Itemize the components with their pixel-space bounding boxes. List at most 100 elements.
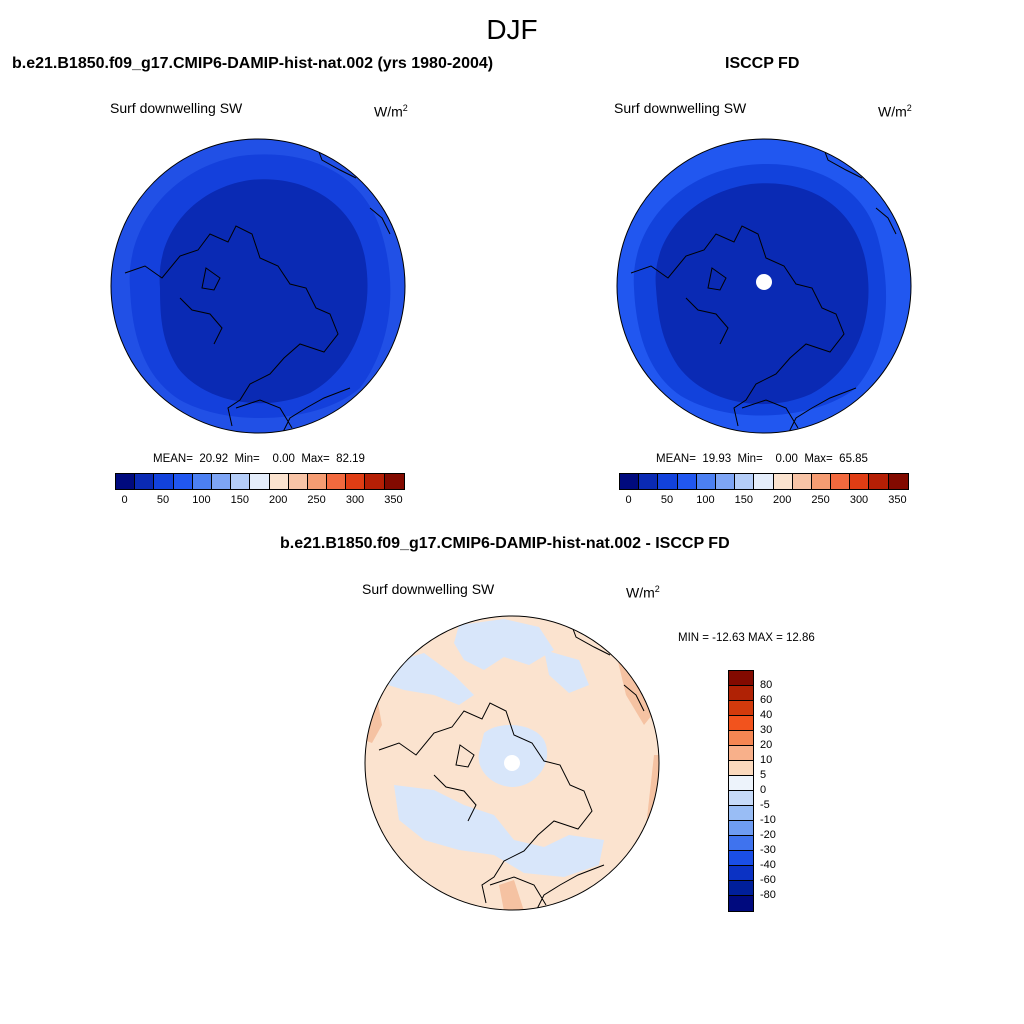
model-colorbar-tick-label: 200 — [269, 494, 288, 506]
diff-colorbar-cell — [729, 821, 753, 836]
model-colorbar-ticks: 0 50 100 150 200 250 300 350 — [115, 494, 403, 508]
model-colorbar-tick-label: 50 — [156, 494, 170, 506]
obs-colorbar-tick-label: 300 — [849, 494, 869, 506]
obs-panel-title: ISCCP FD — [725, 55, 800, 72]
diff-colorbar-cell — [729, 866, 753, 881]
diff-colorbar-tick-label: 10 — [760, 754, 773, 766]
diff-colorbar-tick-label: -80 — [760, 889, 776, 901]
diff-pos-region-4 — [499, 880, 524, 910]
obs-colorbar-tick-label: 150 — [734, 494, 753, 506]
model-colorbar-cell — [135, 474, 155, 489]
diff-coastlines — [378, 620, 645, 910]
model-colorbar-tick-label: 300 — [345, 494, 365, 506]
obs-colorbar-cell — [811, 474, 832, 489]
obs-units-label: W/m2 — [878, 103, 912, 120]
obs-field-core — [655, 183, 869, 405]
diff-colorbar-cell — [729, 746, 753, 761]
obs-colorbar-cell — [773, 474, 793, 489]
obs-colorbar-cell — [792, 474, 812, 489]
obs-coastlines — [630, 143, 897, 433]
diff-polar-map — [364, 615, 660, 911]
model-colorbar-cell — [116, 474, 136, 489]
obs-missing-pole — [756, 274, 772, 290]
obs-colorbar-cell — [658, 474, 678, 489]
model-colorbar-cell — [250, 474, 270, 489]
diff-colorbar-tick-label: 30 — [760, 724, 773, 736]
model-variable-label: Surf downwelling SW — [110, 100, 243, 116]
obs-colorbar-cell — [620, 474, 640, 489]
diff-colorbar-tick-label: 40 — [760, 709, 773, 721]
diff-units-label: W/m2 — [626, 584, 660, 601]
model-colorbar-tick-label: 350 — [384, 494, 403, 506]
diff-variable-label: Surf downwelling SW — [362, 581, 495, 597]
diff-colorbar-tick-label: 80 — [760, 679, 773, 691]
model-panel-title: b.e21.B1850.f09_g17.CMIP6-DAMIP-hist-nat… — [12, 55, 494, 72]
obs-polar-map — [616, 138, 912, 434]
diff-colorbar-tick-label: -10 — [760, 814, 776, 826]
obs-colorbar-cell — [715, 474, 736, 489]
obs-colorbar-tick-label: 250 — [811, 494, 830, 506]
model-colorbar-cell — [384, 474, 404, 489]
obs-stats: MEAN= 19.93 Min= 0.00 Max= 65.85 — [656, 453, 868, 465]
obs-colorbar-cell — [677, 474, 697, 489]
obs-colorbar-cell — [754, 474, 774, 489]
obs-colorbar-cell — [735, 474, 755, 489]
diff-neg-region-2 — [382, 653, 474, 705]
diff-colorbar-tick-label: 60 — [760, 694, 773, 706]
obs-colorbar-cell — [850, 474, 870, 489]
diff-colorbar-cell — [729, 836, 753, 851]
obs-colorbar-tick-label: 50 — [660, 494, 674, 506]
diff-colorbar-cell — [729, 671, 753, 686]
diff-missing-pole — [504, 755, 520, 771]
model-units-label: W/m2 — [374, 103, 408, 120]
obs-colorbar-ticks: 0 50 100 150 200 250 300 350 — [619, 494, 907, 508]
figure-title: DJF — [486, 14, 538, 45]
diff-minmax: MIN = -12.63 MAX = 12.86 — [678, 632, 815, 644]
model-colorbar-cell — [192, 474, 212, 489]
model-colorbar-cell — [231, 474, 251, 489]
obs-colorbar-cell — [639, 474, 659, 489]
model-colorbar-cell — [173, 474, 193, 489]
diff-neg-region-1 — [454, 619, 554, 670]
model-colorbar-cell — [346, 474, 366, 489]
model-colorbar-cell — [211, 474, 232, 489]
obs-colorbar-cell — [831, 474, 851, 489]
obs-colorbar-cell — [869, 474, 889, 489]
model-colorbar — [115, 473, 405, 490]
obs-colorbar-tick-label: 100 — [696, 494, 715, 506]
obs-colorbar-tick-label: 0 — [625, 494, 632, 506]
diff-colorbar-tick-label: -60 — [760, 874, 776, 886]
diff-neg-region-4 — [394, 785, 604, 877]
model-stats: MEAN= 20.92 Min= 0.00 Max= 82.19 — [153, 453, 365, 465]
diff-neg-region-5 — [544, 650, 589, 693]
model-colorbar-cell — [327, 474, 347, 489]
diff-colorbar-cell — [729, 701, 753, 716]
diff-colorbar-cell — [729, 806, 753, 821]
model-colorbar-cell — [288, 474, 308, 489]
model-colorbar-tick-label: 0 — [121, 494, 128, 506]
diff-panel-title: b.e21.B1850.f09_g17.CMIP6-DAMIP-hist-nat… — [280, 535, 730, 552]
diff-colorbar-cell — [729, 851, 753, 866]
diff-colorbar-cell — [729, 731, 753, 746]
diff-colorbar-tick-label: -30 — [760, 844, 776, 856]
diff-colorbar-tick-label: -5 — [760, 799, 770, 811]
model-colorbar-tick-label: 100 — [192, 494, 211, 506]
model-colorbar-cell — [307, 474, 328, 489]
diff-colorbar-cell — [729, 896, 753, 911]
diff-colorbar-tick-label: -40 — [760, 859, 776, 871]
diff-colorbar-cell — [729, 686, 753, 701]
diff-colorbar-cell — [729, 716, 753, 731]
diff-colorbar-tick-label: 5 — [760, 769, 767, 781]
obs-colorbar-cell — [696, 474, 716, 489]
model-colorbar-tick-label: 150 — [230, 494, 249, 506]
model-colorbar-cell — [269, 474, 289, 489]
diff-colorbar-tick-label: 20 — [760, 739, 773, 751]
model-field-core — [159, 179, 368, 404]
obs-colorbar — [619, 473, 909, 490]
diff-colorbar-cell — [729, 776, 753, 791]
model-colorbar-cell — [154, 474, 174, 489]
diff-colorbar-tick-label: -20 — [760, 829, 776, 841]
model-polar-map — [110, 138, 406, 434]
model-colorbar-tick-label: 250 — [307, 494, 326, 506]
model-coastlines — [124, 143, 391, 433]
